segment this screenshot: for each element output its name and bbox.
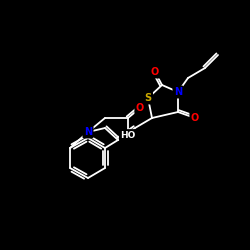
Text: N: N xyxy=(174,87,182,97)
Text: O: O xyxy=(191,113,199,123)
Text: N: N xyxy=(84,127,92,137)
Text: HO: HO xyxy=(120,130,136,140)
Text: S: S xyxy=(144,93,152,103)
Text: O: O xyxy=(136,103,144,113)
Text: O: O xyxy=(151,67,159,77)
